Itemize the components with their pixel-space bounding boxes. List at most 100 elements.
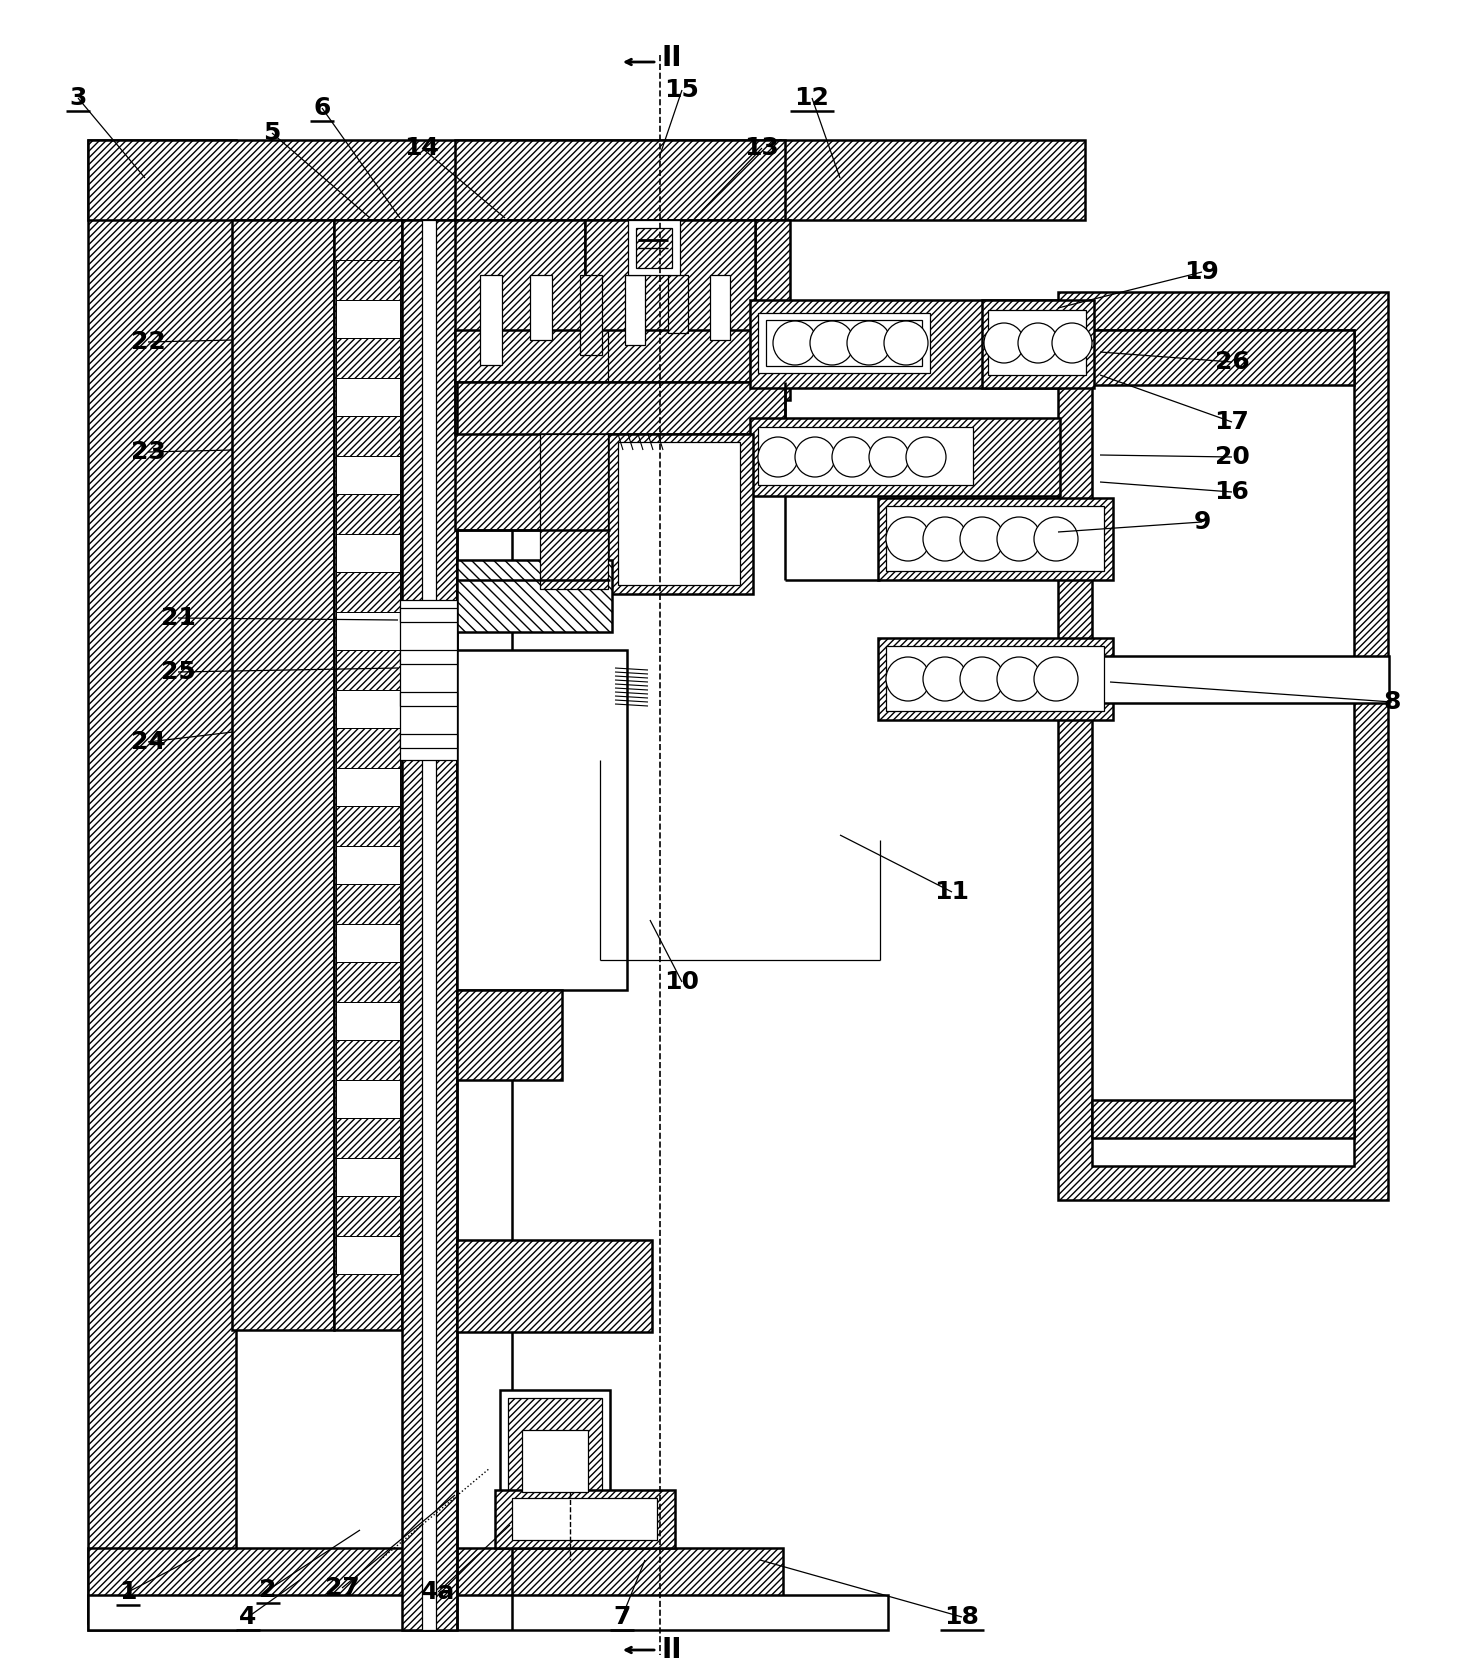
Text: 1: 1 [120,1580,136,1604]
Circle shape [1035,657,1077,701]
Bar [667,275,688,334]
Bar [500,1389,610,1505]
Bar [87,1596,888,1631]
Circle shape [869,437,909,478]
Bar [983,300,1094,389]
Circle shape [887,516,929,561]
Text: 19: 19 [1184,260,1220,283]
Bar [336,379,400,416]
Bar [334,220,403,1331]
Circle shape [832,437,872,478]
Bar [336,494,400,535]
Bar [454,382,784,434]
Text: 7: 7 [613,1606,630,1629]
Bar [628,220,679,275]
Text: 11: 11 [934,880,969,903]
Circle shape [998,516,1040,561]
Bar [457,560,613,632]
Circle shape [961,657,1003,701]
Circle shape [1052,323,1092,364]
Text: 21: 21 [160,607,195,630]
Bar [336,1079,400,1118]
Bar [336,612,400,650]
Bar [457,991,562,1079]
Bar [750,417,1060,496]
Bar [522,1430,588,1492]
Text: 8: 8 [1384,691,1400,714]
Bar [336,650,400,691]
Bar [87,141,780,220]
Bar [336,691,400,727]
Bar [758,313,929,374]
Bar [457,650,628,991]
Bar [336,260,400,300]
Bar [454,330,784,382]
Bar [625,275,645,345]
Bar [422,220,437,1631]
Bar [1058,292,1388,1200]
Text: 20: 20 [1215,446,1249,469]
Bar [336,806,400,846]
Text: II: II [662,1636,682,1664]
Bar [750,300,1060,389]
Text: 4a: 4a [420,1580,456,1604]
Bar [887,645,1104,711]
Bar [336,456,400,494]
Bar [87,1549,783,1622]
Bar [767,320,922,365]
Text: 17: 17 [1215,411,1249,434]
Bar [336,339,400,379]
Circle shape [1018,323,1058,364]
Text: 6: 6 [314,96,330,121]
Circle shape [758,437,798,478]
Text: 16: 16 [1215,479,1249,504]
Circle shape [887,657,929,701]
Text: 18: 18 [944,1606,980,1629]
Text: 13: 13 [744,136,780,159]
Bar [336,535,400,572]
Bar [619,442,740,585]
Bar [454,220,585,530]
Bar [755,220,790,401]
Bar [336,883,400,923]
Bar [780,141,1085,220]
Bar [878,639,1113,721]
Bar [400,650,457,664]
Bar [403,220,457,1631]
Text: 27: 27 [324,1575,360,1601]
Bar [336,300,400,339]
Bar [580,275,602,355]
Bar [530,275,552,340]
Text: 4: 4 [240,1606,256,1629]
Circle shape [998,657,1040,701]
Bar [336,923,400,962]
Bar [336,1235,400,1274]
Bar [585,220,755,360]
Bar [480,275,502,365]
Circle shape [810,322,854,365]
Circle shape [773,322,817,365]
Bar [878,498,1113,580]
Bar [1094,655,1390,702]
Circle shape [795,437,835,478]
Bar [336,1118,400,1158]
Bar [608,434,753,593]
Bar [540,434,608,588]
Bar [400,734,457,747]
Bar [454,141,784,220]
Text: 2: 2 [259,1579,277,1602]
Bar [336,727,400,768]
Text: 3: 3 [70,85,87,111]
Bar [336,1197,400,1235]
Circle shape [906,437,946,478]
Bar [1092,330,1354,1166]
Circle shape [924,516,966,561]
Circle shape [847,322,891,365]
Bar [336,768,400,806]
Bar [400,600,457,759]
Bar [400,608,457,622]
Text: 10: 10 [665,970,700,994]
Text: 22: 22 [130,330,166,354]
Bar [336,416,400,456]
Bar [400,692,457,706]
